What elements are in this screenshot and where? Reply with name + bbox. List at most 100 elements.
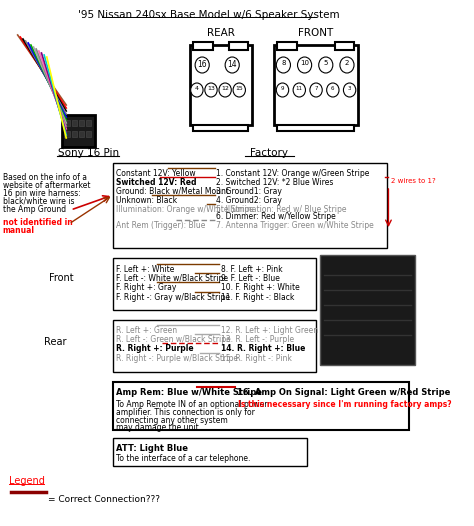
Text: F. Right -: Gray w/Black Stripe: F. Right -: Gray w/Black Stripe — [116, 293, 230, 302]
Circle shape — [310, 83, 322, 97]
Bar — [72, 120, 77, 126]
Bar — [277, 125, 354, 131]
Bar — [64, 131, 70, 137]
Text: REAR: REAR — [207, 28, 235, 38]
Text: Front: Front — [48, 273, 73, 283]
Bar — [79, 120, 84, 126]
Text: 5. Illumination: Red w/ Blue Stripe: 5. Illumination: Red w/ Blue Stripe — [216, 205, 347, 214]
Circle shape — [225, 57, 239, 73]
Text: R. Right +: Purple: R. Right +: Purple — [116, 344, 193, 353]
Circle shape — [319, 57, 333, 73]
Circle shape — [233, 83, 246, 97]
Text: 6: 6 — [331, 86, 335, 91]
Bar — [273, 45, 357, 125]
Text: Unknown: Black: Unknown: Black — [116, 196, 177, 205]
Circle shape — [219, 83, 231, 97]
Text: 6. Dimmer: Red w/Yellow Stripe: 6. Dimmer: Red w/Yellow Stripe — [216, 212, 336, 221]
Bar — [113, 438, 307, 466]
Circle shape — [191, 83, 203, 97]
Text: manual: manual — [3, 226, 35, 235]
Text: FRONT: FRONT — [298, 28, 333, 38]
Circle shape — [293, 83, 305, 97]
Text: 10. F. Right +: White: 10. F. Right +: White — [221, 283, 300, 292]
Text: Sony 16 Pin: Sony 16 Pin — [58, 148, 119, 158]
Bar — [86, 120, 91, 126]
Text: Ant Rem (Trigger): Blue: Ant Rem (Trigger): Blue — [116, 221, 205, 230]
Text: Factory: Factory — [250, 148, 288, 158]
Text: Based on the info of a: Based on the info of a — [3, 173, 87, 182]
Bar — [319, 255, 415, 365]
Text: Amp Rem: Blue w/White Stripe: Amp Rem: Blue w/White Stripe — [116, 388, 262, 397]
Text: R. Left -: Green w/Black Stripe: R. Left -: Green w/Black Stripe — [116, 335, 230, 344]
Bar — [335, 42, 354, 50]
Text: 9. F. Left -: Blue: 9. F. Left -: Blue — [221, 274, 280, 283]
Text: Is this necessary since I'm running factory amps?: Is this necessary since I'm running fact… — [238, 400, 452, 409]
Text: Legend: Legend — [9, 476, 45, 486]
Text: To the interface of a car telephone.: To the interface of a car telephone. — [116, 454, 250, 463]
Text: 14. R. Right +: Blue: 14. R. Right +: Blue — [221, 344, 305, 353]
Text: 16: 16 — [197, 60, 207, 69]
Bar — [113, 163, 387, 248]
Bar — [62, 115, 95, 147]
Text: 12: 12 — [221, 86, 229, 91]
Text: 15. R. Right -: Pink: 15. R. Right -: Pink — [221, 354, 292, 363]
Text: 7: 7 — [314, 86, 318, 91]
Bar — [113, 382, 409, 430]
Circle shape — [276, 57, 291, 73]
Text: 10: 10 — [300, 60, 309, 66]
Text: Ground: Black w/Metal Mount: Ground: Black w/Metal Mount — [116, 187, 228, 196]
Bar — [228, 42, 248, 50]
Circle shape — [327, 83, 339, 97]
Text: F. Left +: White: F. Left +: White — [116, 265, 174, 274]
Circle shape — [298, 57, 311, 73]
Bar — [193, 125, 248, 131]
Text: 7. Antenna Trigger: Green w/White Stripe: 7. Antenna Trigger: Green w/White Stripe — [216, 221, 374, 230]
Text: 3. Ground1: Gray: 3. Ground1: Gray — [216, 187, 282, 196]
Text: connecting any other system: connecting any other system — [116, 416, 228, 425]
Circle shape — [205, 83, 217, 97]
Text: R. Right -: Purple w/Black Stripe: R. Right -: Purple w/Black Stripe — [116, 354, 237, 363]
Text: website of aftermarket: website of aftermarket — [3, 181, 90, 190]
Text: 9: 9 — [281, 86, 284, 91]
Bar — [113, 258, 316, 310]
Bar — [64, 120, 70, 126]
Text: 12. R. Left +: Light Green: 12. R. Left +: Light Green — [221, 326, 318, 335]
Text: Rear: Rear — [44, 337, 67, 347]
Text: black/white wire is: black/white wire is — [3, 197, 74, 206]
Text: 5: 5 — [324, 60, 328, 66]
Text: Constant 12V: Yellow: Constant 12V: Yellow — [116, 169, 195, 178]
Circle shape — [195, 57, 209, 73]
Text: 8. F. Left +: Pink: 8. F. Left +: Pink — [221, 265, 283, 274]
Text: R. Left +: Green: R. Left +: Green — [116, 326, 177, 335]
Text: may damage the unit.: may damage the unit. — [116, 423, 201, 432]
Circle shape — [276, 83, 289, 97]
Text: 11: 11 — [296, 86, 303, 91]
Text: not identified in: not identified in — [3, 218, 73, 227]
Circle shape — [340, 57, 354, 73]
Bar — [72, 131, 77, 137]
Bar — [86, 131, 91, 137]
Text: amplifier. This connection is only for: amplifier. This connection is only for — [116, 408, 255, 417]
Text: 4: 4 — [195, 86, 199, 91]
Text: 2 wires to 1?: 2 wires to 1? — [391, 178, 436, 184]
Bar — [113, 320, 316, 372]
Text: 1. Constant 12V: Orange w/Green Stripe: 1. Constant 12V: Orange w/Green Stripe — [216, 169, 370, 178]
Text: 2. Switched 12V: *2 Blue Wires: 2. Switched 12V: *2 Blue Wires — [216, 178, 334, 187]
Text: ATT: Light Blue: ATT: Light Blue — [116, 444, 188, 453]
Text: Illumination: Orange w/White Stripe: Illumination: Orange w/White Stripe — [116, 205, 254, 214]
Text: To Amp Remote IN of an optional power: To Amp Remote IN of an optional power — [116, 400, 267, 409]
Text: 4. Ground2: Gray: 4. Ground2: Gray — [216, 196, 282, 205]
Text: Switched 12V: Red: Switched 12V: Red — [116, 178, 196, 187]
Text: 16 pin wire harness:: 16 pin wire harness: — [3, 189, 81, 198]
Text: 16. Amp On Signal: Light Green w/Red Stripe: 16. Amp On Signal: Light Green w/Red Str… — [237, 388, 450, 397]
Text: F. Left -: White w/Black Stripe: F. Left -: White w/Black Stripe — [116, 274, 228, 283]
Text: 13: 13 — [207, 86, 215, 91]
Text: = Correct Connection???: = Correct Connection??? — [48, 495, 160, 504]
Text: 13. R. Left -: Purple: 13. R. Left -: Purple — [221, 335, 294, 344]
Circle shape — [344, 83, 356, 97]
Bar — [193, 42, 213, 50]
Text: the Amp Ground: the Amp Ground — [3, 205, 66, 214]
Text: 14: 14 — [228, 60, 237, 69]
Text: 11. F. Right -: Black: 11. F. Right -: Black — [221, 293, 294, 302]
Text: F. Right +: Gray: F. Right +: Gray — [116, 283, 176, 292]
